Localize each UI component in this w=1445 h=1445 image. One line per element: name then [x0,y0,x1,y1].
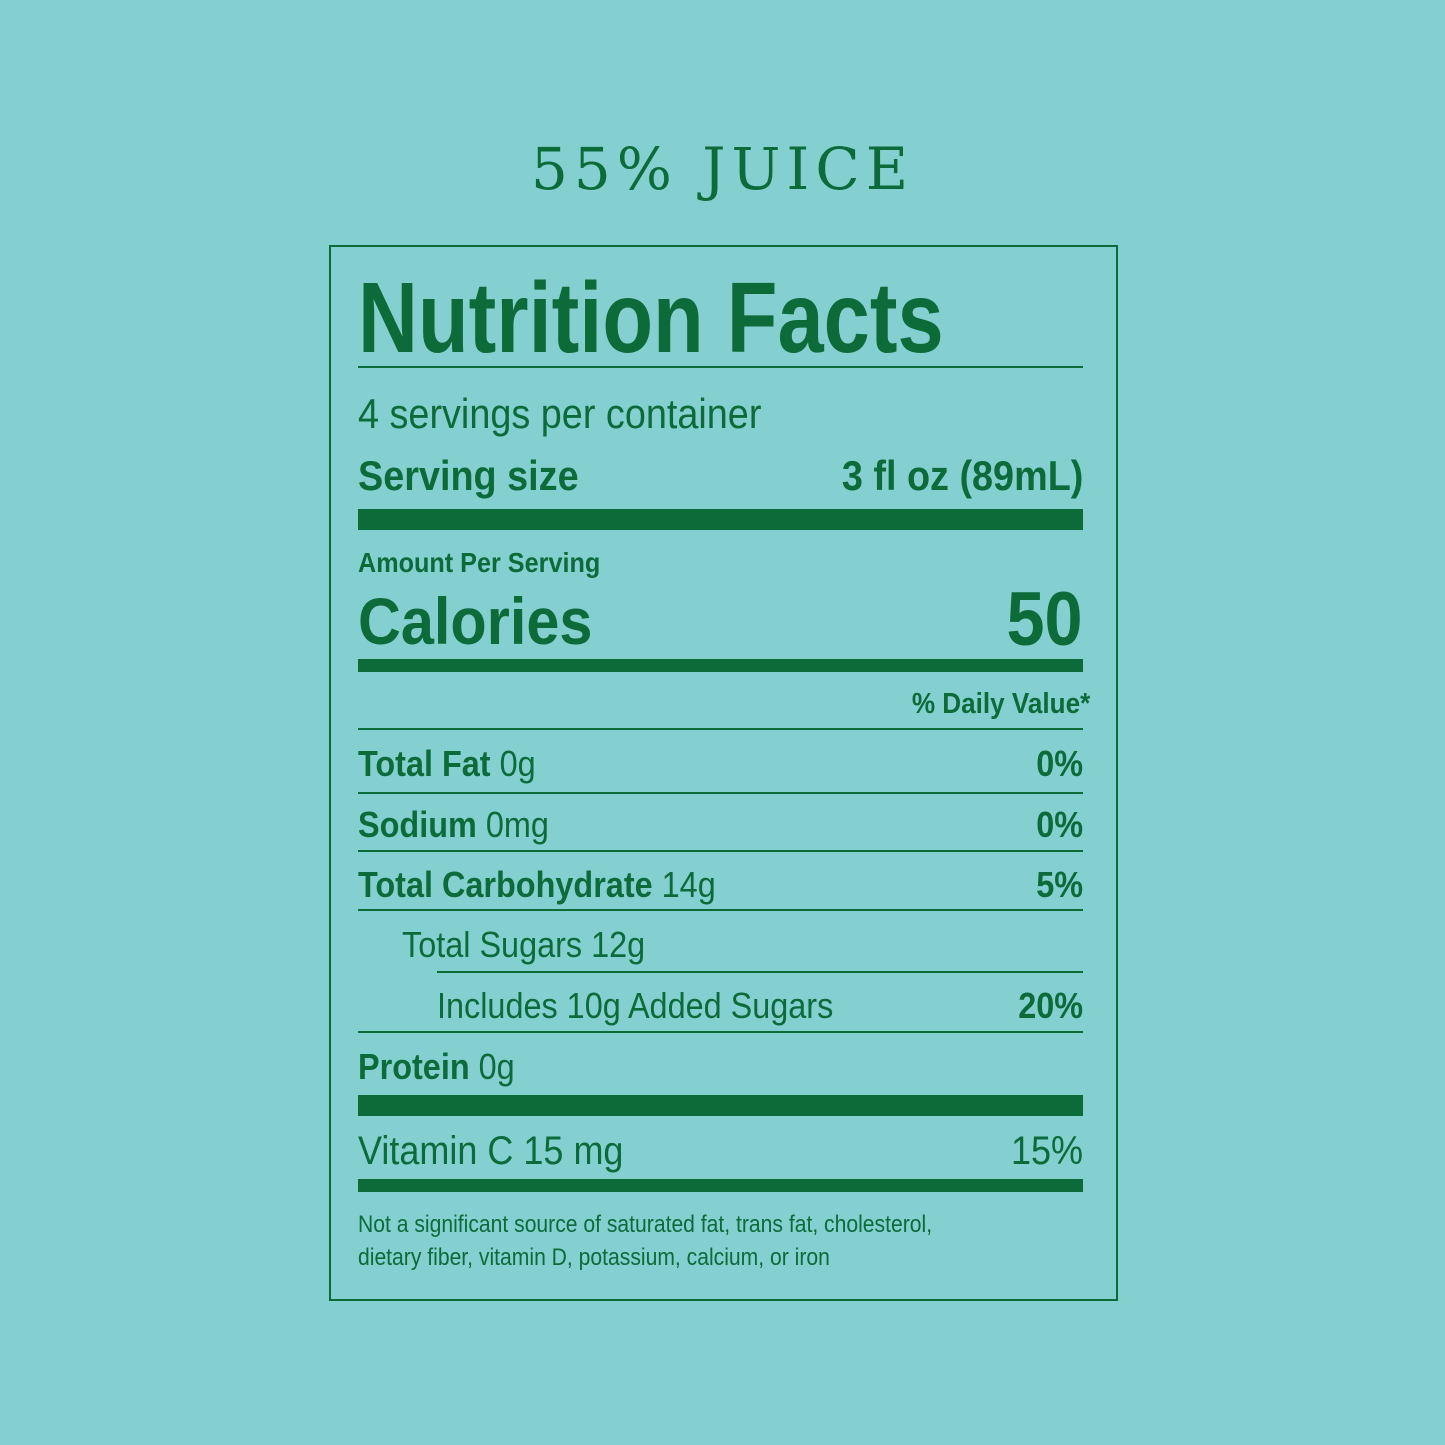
nutrient-row-total-fat: Total Fat 0g [358,746,536,782]
nutrient-dv: 5% [1036,864,1083,905]
divider [358,850,1083,852]
divider [358,909,1083,911]
thick-divider [358,1179,1083,1192]
nutrient-row-added-sugars: Includes 10g Added Sugars [437,985,834,1026]
nutrient-name: Total Carbohydrate [358,864,653,905]
nutrient-row-total-sugars: Total Sugars 12g [402,924,646,965]
servings-per-container: 4 servings per container [358,390,762,437]
thick-divider [358,659,1083,672]
nutrition-label-border [329,245,1118,1301]
divider [358,792,1083,794]
nutrient-name: Protein [358,1046,470,1087]
nutrient-amount: 14g [661,864,716,905]
divider [358,1031,1083,1033]
serving-size-label: Serving size [358,452,579,499]
divider [437,971,1083,973]
product-title: 55% JUICE [530,135,915,203]
daily-value-header: % Daily Value* [911,688,1090,720]
vitamin-c-dv: 15% [1010,1129,1083,1173]
nutrient-row-protein: Protein 0g [358,1049,515,1085]
divider [358,728,1083,730]
nutrient-amount: 0g [499,743,536,784]
amount-per-serving: Amount Per Serving [358,547,601,578]
label-heading: Nutrition Facts [358,262,944,374]
vitamin-c-name: Vitamin C 15 mg [358,1129,624,1173]
thick-divider [358,1095,1083,1116]
nutrient-amount: 0g [478,1046,515,1087]
serving-size-value: 3 fl oz (89mL) [841,452,1083,499]
nutrient-name: Total Fat [358,743,491,784]
thick-divider [358,509,1083,530]
calories-value: 50 [1006,577,1083,662]
nutrient-name: Sodium [358,804,477,845]
nutrient-amount: 0mg [485,804,549,845]
nutrient-dv: 0% [1036,743,1083,784]
footnote-line-1: Not a significant source of saturated fa… [358,1211,933,1238]
footnote-line-2: dietary fiber, vitamin D, potassium, cal… [358,1244,830,1271]
nutrient-row-total-carbohydrate: Total Carbohydrate 14g [358,867,716,903]
divider [358,366,1083,368]
nutrient-dv: 0% [1036,804,1083,845]
nutrient-dv: 20% [1018,985,1083,1026]
calories-label: Calories [358,584,593,658]
nutrient-row-sodium: Sodium 0mg [358,807,549,843]
